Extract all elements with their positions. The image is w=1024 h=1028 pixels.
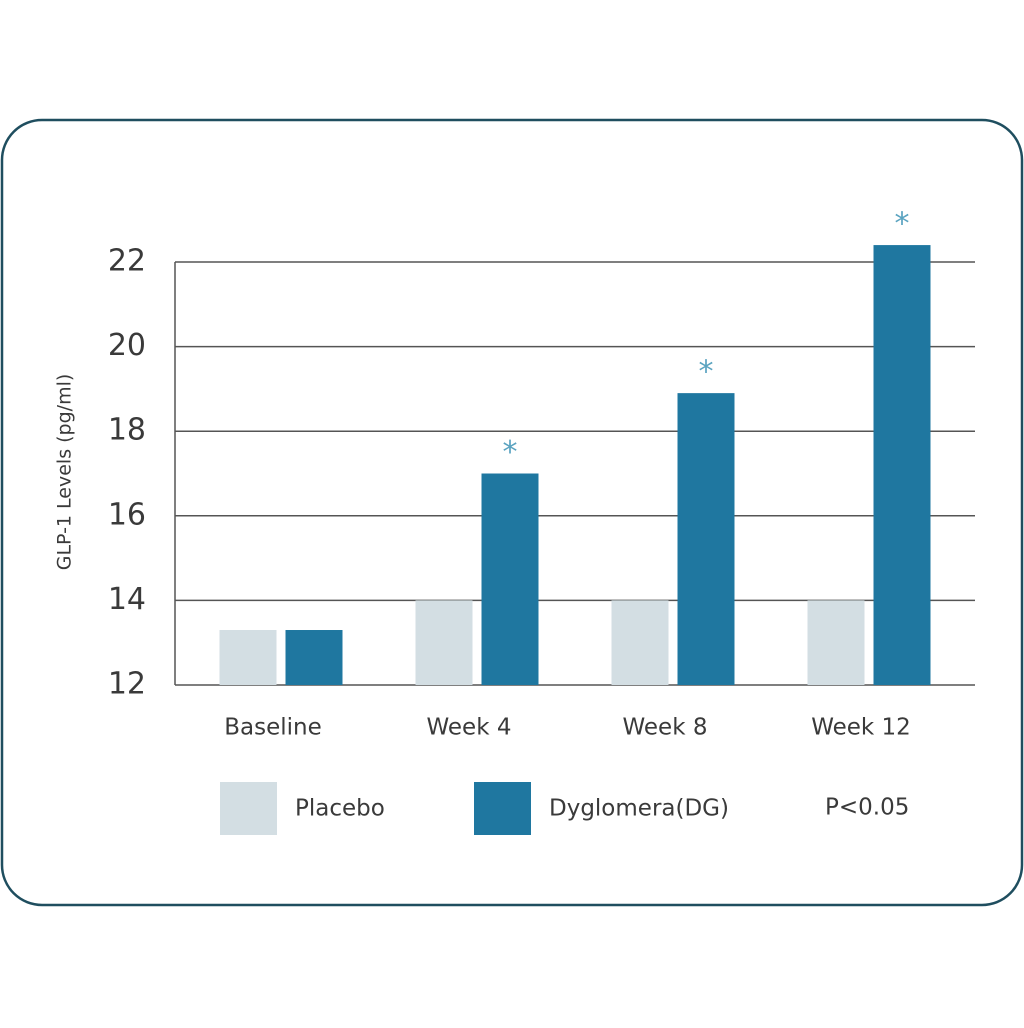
y-tick-label: 18 xyxy=(108,413,146,448)
x-tick-label: Week 12 xyxy=(811,715,911,741)
legend-label: Placebo xyxy=(295,796,385,822)
y-tick-label: 16 xyxy=(108,497,146,532)
x-tick-label: Baseline xyxy=(224,715,322,741)
y-tick-label: 14 xyxy=(108,582,146,617)
y-axis-title: GLP-1 Levels (pg/ml) xyxy=(54,374,76,571)
bar xyxy=(873,245,931,685)
bar xyxy=(481,473,539,685)
bar xyxy=(415,600,473,685)
bar xyxy=(219,630,277,685)
y-tick-label: 22 xyxy=(108,244,146,279)
bar xyxy=(807,600,865,685)
significance-marker: * xyxy=(503,435,518,470)
legend-note: P<0.05 xyxy=(825,795,909,821)
legend-swatch xyxy=(474,782,531,835)
legend-label: Dyglomera(DG) xyxy=(549,796,729,822)
y-tick-label: 12 xyxy=(108,667,146,702)
bar xyxy=(285,630,343,685)
bar xyxy=(611,600,669,685)
x-tick-label: Week 4 xyxy=(427,715,512,741)
x-tick-label: Week 8 xyxy=(623,715,708,741)
significance-marker: * xyxy=(895,207,910,242)
legend-swatch xyxy=(220,782,277,835)
significance-marker: * xyxy=(699,355,714,390)
bar xyxy=(677,393,735,685)
y-tick-label: 20 xyxy=(108,328,146,363)
